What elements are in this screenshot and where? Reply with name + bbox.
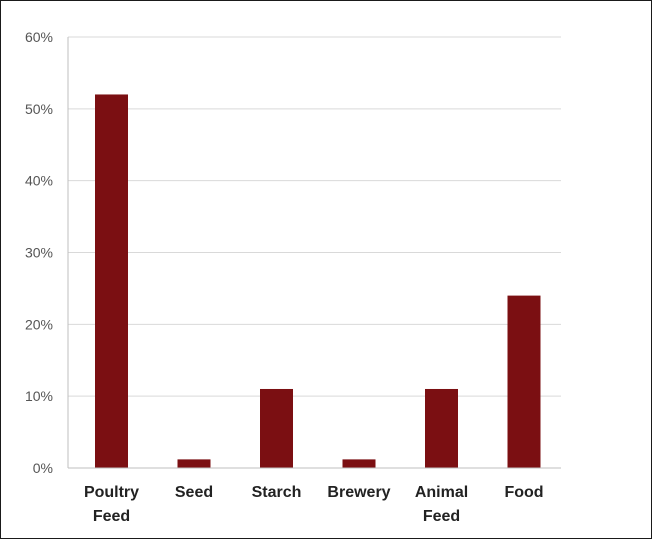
- bar-brewery: [342, 459, 376, 468]
- x-category-label: Animal: [415, 484, 468, 501]
- bar-starch: [260, 388, 293, 468]
- x-category-label: Feed: [423, 508, 460, 525]
- y-tick-label: 20%: [25, 316, 53, 332]
- x-category-label: Brewery: [327, 484, 390, 501]
- bar-seed: [177, 459, 211, 468]
- gridlines: [67, 36, 561, 468]
- x-category-label: Starch: [252, 484, 302, 501]
- bar-food: [507, 295, 541, 468]
- x-category-label: Poultry: [84, 484, 139, 501]
- y-tick-label: 0%: [33, 460, 53, 476]
- y-axis-ticks: 0% 10% 20% 30% 40% 50% 60%: [25, 29, 53, 476]
- y-tick-label: 40%: [25, 173, 53, 189]
- x-category-label: Food: [504, 484, 543, 501]
- x-category-label: Seed: [175, 484, 213, 501]
- x-category-label: Feed: [93, 508, 130, 525]
- y-tick-label: 10%: [25, 388, 53, 404]
- y-tick-label: 50%: [25, 101, 53, 117]
- x-axis-labels: Poultry Feed Seed Starch Brewery Animal Feed Fo…: [84, 484, 544, 525]
- bar-poultry-feed: [95, 94, 128, 468]
- y-tick-label: 60%: [25, 29, 53, 45]
- bars: [68, 94, 561, 469]
- y-tick-label: 30%: [25, 245, 53, 261]
- bar-animal-feed: [425, 388, 458, 468]
